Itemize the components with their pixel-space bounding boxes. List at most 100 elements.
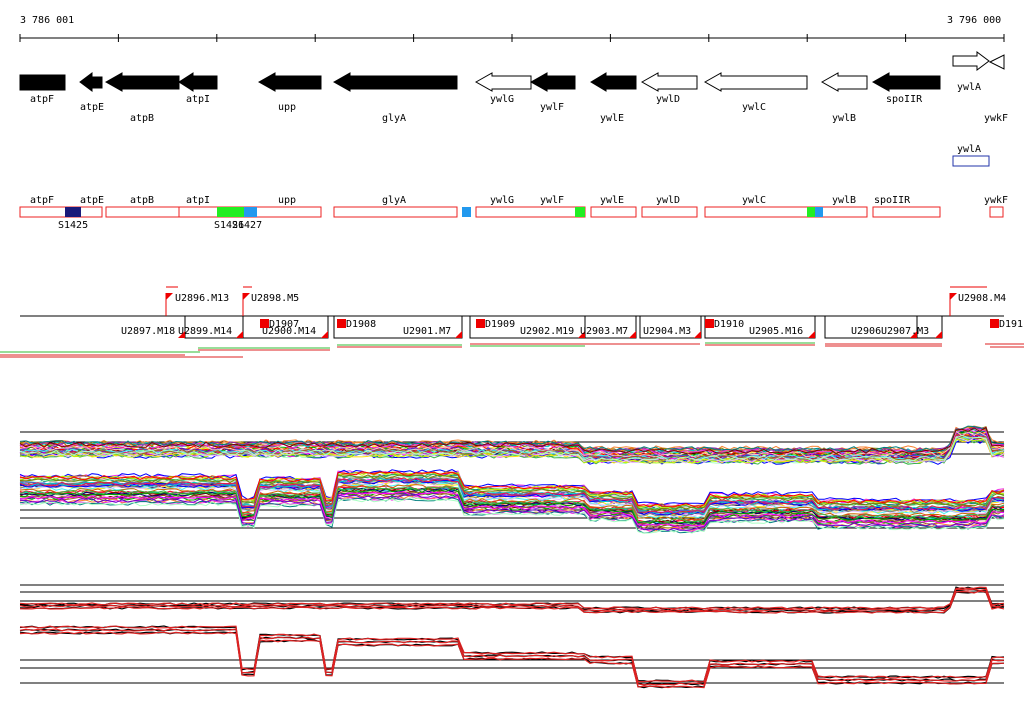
site-marker-glyA-gap[interactable]	[462, 207, 471, 217]
gene-label-ywlD: ywlD	[656, 94, 680, 105]
lower-marker-U2899.M14[interactable]	[236, 331, 243, 338]
upper-segment-label-U2896.M13: U2896.M13	[175, 293, 229, 304]
gene-arrow-atpE[interactable]	[79, 72, 103, 92]
gene-track: atpF atpE atpB atpI upp glyA ywlG ywlF y…	[19, 51, 1008, 167]
gene-arrow-upp[interactable]	[257, 72, 322, 92]
feature-label-atpE: atpE	[80, 195, 104, 206]
upper-marker-U2908.M4[interactable]	[950, 293, 957, 300]
d-marker-D1908[interactable]	[337, 319, 346, 328]
lower-marker-U2905.M16[interactable]	[808, 331, 815, 338]
gene-arrow-atpI[interactable]	[178, 72, 218, 92]
gene-arrow-spoIIR[interactable]	[871, 72, 941, 92]
profile-line	[19, 435, 1005, 462]
feature-label-ywlG: ywlG	[490, 195, 514, 206]
feature-box-atpF-atpE[interactable]	[19, 206, 103, 218]
lower-marker-U2900.M14[interactable]	[321, 331, 328, 338]
mean-profile-line	[19, 628, 1005, 686]
lower-marker-U2907.M3[interactable]	[935, 331, 942, 338]
gene-arrow-glyA[interactable]	[332, 72, 458, 92]
gene-arrow-ywlG[interactable]	[474, 72, 532, 92]
mean-profile-line	[20, 589, 1005, 612]
profile-line	[19, 425, 1005, 453]
site-marker-S1427[interactable]	[244, 207, 257, 217]
lower-segment-label-U2901.M7: U2901.M7	[403, 326, 451, 337]
expression-profile-panel-lower	[19, 584, 1005, 689]
lower-marker-U2904.M3[interactable]	[694, 331, 701, 338]
site-marker-ywlC-blue[interactable]	[815, 207, 823, 217]
lower-segment-box[interactable]	[584, 316, 637, 339]
gene-label-glyA: glyA	[382, 113, 406, 124]
mean-profile-line	[19, 588, 1005, 612]
segment-coverage-lines	[0, 342, 1024, 358]
lower-segment-label-U2905.M16: U2905.M16	[749, 326, 803, 337]
profile-line	[20, 481, 1005, 519]
gene-arrow-ywlA[interactable]	[952, 51, 990, 71]
mean-profile-line	[19, 590, 1005, 614]
lower-marker-U2903.M7[interactable]	[629, 331, 636, 338]
profile-line	[19, 426, 1005, 453]
feature-label-glyA: glyA	[382, 195, 406, 206]
feature-box-atpB[interactable]	[105, 206, 180, 218]
d-marker-D1911[interactable]	[990, 319, 999, 328]
feature-label-ywlF: ywlF	[540, 195, 564, 206]
gene-label-ywlF: ywlF	[540, 102, 564, 113]
feature-box-ywkF[interactable]	[989, 206, 1004, 218]
gene-arrow-ywlE[interactable]	[590, 72, 637, 92]
upper-segment-label-U2908.M4: U2908.M4	[958, 293, 1006, 304]
feature-label-ywlD: ywlD	[656, 195, 680, 206]
profile-line	[19, 497, 1005, 534]
feature-label-ywlB: ywlB	[832, 195, 856, 206]
d-marker-label-D1909: D1909	[485, 319, 515, 330]
feature-box-spoIIR[interactable]	[872, 206, 941, 218]
d-marker-label-D1910: D1910	[714, 319, 744, 330]
feature-box-ywlD[interactable]	[641, 206, 698, 218]
lower-segment-box[interactable]	[639, 316, 702, 339]
site-marker-ywlC-green[interactable]	[807, 207, 815, 217]
feature-box-glyA[interactable]	[333, 206, 458, 218]
gene-arrow-ywkF[interactable]	[988, 54, 1005, 70]
lower-segment-box[interactable]	[242, 316, 329, 339]
feature-box-ywlC-ywlB[interactable]	[704, 206, 868, 218]
feature-box-ywlE[interactable]	[590, 206, 637, 218]
gene-arrow-atpB[interactable]	[104, 72, 180, 92]
gene-arrow-atpF[interactable]	[19, 74, 66, 91]
feature-box-ywlG-ywlF[interactable]	[475, 206, 586, 218]
gene-arrow-ywlF[interactable]	[529, 72, 576, 92]
feature-label-atpI: atpI	[186, 195, 210, 206]
d-marker-D1909[interactable]	[476, 319, 485, 328]
profile-line	[19, 486, 1005, 523]
lower-segment-box[interactable]	[916, 316, 943, 339]
expression-profile-panel-upper	[19, 425, 1005, 534]
lower-marker-U2906[interactable]	[910, 331, 917, 338]
feature-label-atpF: atpF	[30, 195, 54, 206]
lower-segment-box[interactable]	[333, 316, 463, 339]
gene-box-ywlA[interactable]	[952, 155, 990, 167]
upper-marker-U2896.M13[interactable]	[166, 293, 173, 300]
profile-line	[19, 496, 1005, 534]
lower-marker-U2897.M18[interactable]	[178, 331, 185, 338]
profile-line	[19, 478, 1005, 516]
profile-line	[19, 469, 1005, 506]
site-marker-S1426[interactable]	[217, 207, 244, 217]
lower-marker-U2901.M7[interactable]	[455, 331, 462, 338]
lower-segment-label-U2907.M3: U2907.M3	[881, 326, 929, 337]
gene-arrow-ywlB[interactable]	[820, 72, 868, 92]
d-marker-D1910[interactable]	[705, 319, 714, 328]
gene-label-upp: upp	[278, 102, 296, 113]
upper-marker-U2898.M5[interactable]	[243, 293, 250, 300]
gene-label-atpF: atpF	[30, 94, 54, 105]
gene-arrow-ywlC[interactable]	[703, 72, 808, 92]
profile-line	[19, 471, 1005, 509]
ruler-start-label: 3 786 001	[20, 15, 74, 26]
lower-marker-U2902.M19[interactable]	[578, 331, 585, 338]
profile-line	[19, 436, 1005, 464]
ruler-end-label: 3 796 000	[947, 15, 1001, 26]
site-marker-ywlF[interactable]	[575, 207, 585, 217]
site-marker-S1425[interactable]	[65, 207, 81, 217]
d-marker-D1907[interactable]	[260, 319, 269, 328]
lower-segment-label-U2900.M14: U2900.M14	[262, 326, 316, 337]
profile-line	[19, 426, 1005, 454]
d-marker-label-D1911: D1911	[999, 319, 1024, 330]
gene-arrow-ywlD[interactable]	[640, 72, 698, 92]
